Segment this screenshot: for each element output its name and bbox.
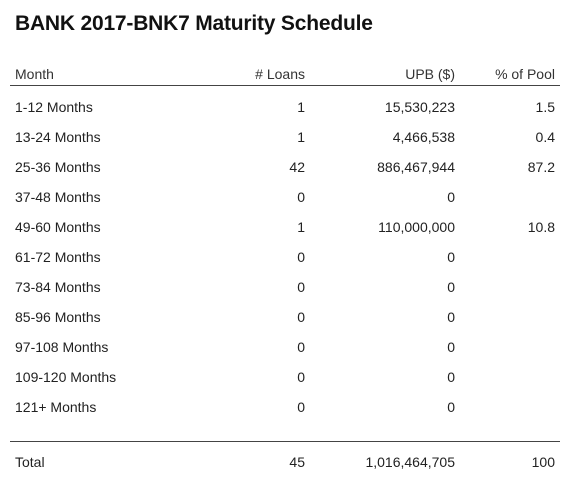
table-row: 121+ Months 0 0 <box>10 392 560 422</box>
cell-loans: 1 <box>297 129 305 145</box>
cell-loans: 0 <box>297 189 305 205</box>
table-body: 1-12 Months 1 15,530,223 1.5 13-24 Month… <box>10 86 560 422</box>
cell-loans: 0 <box>297 249 305 265</box>
cell-month: 1-12 Months <box>15 99 93 115</box>
page-title: BANK 2017-BNK7 Maturity Schedule <box>15 12 373 35</box>
cell-loans: 1 <box>297 99 305 115</box>
cell-upb: 0 <box>447 249 455 265</box>
total-label: Total <box>15 454 45 470</box>
total-upb: 1,016,464,705 <box>365 454 455 470</box>
cell-month: 73-84 Months <box>15 279 101 295</box>
header-upb: UPB ($) <box>405 66 455 82</box>
cell-loans: 0 <box>297 369 305 385</box>
table-header-row: Month # Loans UPB ($) % of Pool <box>10 60 560 86</box>
table-row: 49-60 Months 1 110,000,000 10.8 <box>10 212 560 242</box>
maturity-schedule-table: Month # Loans UPB ($) % of Pool 1-12 Mon… <box>10 60 560 482</box>
cell-upb: 0 <box>447 279 455 295</box>
cell-loans: 42 <box>289 159 305 175</box>
cell-upb: 0 <box>447 399 455 415</box>
table-row: 109-120 Months 0 0 <box>10 362 560 392</box>
cell-loans: 0 <box>297 279 305 295</box>
cell-upb: 4,466,538 <box>392 129 455 145</box>
cell-upb: 886,467,944 <box>377 159 455 175</box>
total-divider <box>10 422 560 442</box>
cell-loans: 0 <box>297 309 305 325</box>
table-row: 97-108 Months 0 0 <box>10 332 560 362</box>
cell-upb: 110,000,000 <box>378 219 455 235</box>
cell-pool: 10.8 <box>527 219 555 235</box>
cell-upb: 0 <box>447 189 455 205</box>
cell-upb: 15,530,223 <box>384 99 455 115</box>
cell-month: 49-60 Months <box>15 219 101 235</box>
header-pool: % of Pool <box>495 66 555 82</box>
cell-month: 25-36 Months <box>15 159 101 175</box>
header-month: Month <box>15 66 54 82</box>
table-total-row: Total 45 1,016,464,705 100 <box>10 442 560 482</box>
table-row: 73-84 Months 0 0 <box>10 272 560 302</box>
table-row: 37-48 Months 0 0 <box>10 182 560 212</box>
total-loans: 45 <box>289 454 305 470</box>
cell-upb: 0 <box>447 369 455 385</box>
header-loans: # Loans <box>255 66 305 82</box>
table-row: 13-24 Months 1 4,466,538 0.4 <box>10 122 560 152</box>
cell-month: 61-72 Months <box>15 249 101 265</box>
cell-upb: 0 <box>447 309 455 325</box>
cell-month: 121+ Months <box>15 399 97 415</box>
cell-month: 85-96 Months <box>15 309 101 325</box>
cell-pool: 1.5 <box>535 99 555 115</box>
cell-loans: 0 <box>297 339 305 355</box>
total-pool: 100 <box>531 454 555 470</box>
cell-pool: 87.2 <box>527 159 555 175</box>
cell-upb: 0 <box>447 339 455 355</box>
cell-loans: 0 <box>297 399 305 415</box>
cell-month: 97-108 Months <box>15 339 109 355</box>
table-row: 1-12 Months 1 15,530,223 1.5 <box>10 92 560 122</box>
cell-pool: 0.4 <box>535 129 555 145</box>
cell-month: 37-48 Months <box>15 189 101 205</box>
cell-month: 109-120 Months <box>15 369 117 385</box>
table-row: 25-36 Months 42 886,467,944 87.2 <box>10 152 560 182</box>
table-row: 85-96 Months 0 0 <box>10 302 560 332</box>
table-row: 61-72 Months 0 0 <box>10 242 560 272</box>
cell-loans: 1 <box>297 219 305 235</box>
cell-month: 13-24 Months <box>15 129 101 145</box>
